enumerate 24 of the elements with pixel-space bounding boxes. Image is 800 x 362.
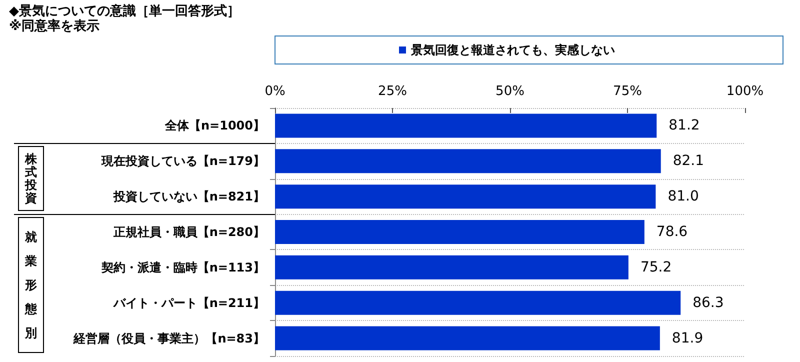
y-tick-label: バイト・パート【n=211】: [112, 296, 265, 310]
y-tick-label: 契約・派遣・臨時【n=113】: [100, 260, 265, 274]
y-tick-label: 経営層（役員・事業主）【n=83】: [72, 331, 265, 346]
data-label: 82.1: [672, 153, 704, 170]
y-tick-label: 現在投資している【n=179】: [100, 154, 265, 168]
data-label: 78.6: [656, 224, 688, 240]
x-tick-label: 75%: [613, 84, 642, 99]
text: 就業形態別: [24, 229, 38, 342]
data-label: 86.3: [692, 294, 724, 311]
data-label: 81.9: [672, 330, 704, 346]
data-label: 75.2: [640, 259, 672, 276]
legend-label: 景気回復と報道されても、実感しない: [410, 43, 615, 57]
text: ◆景気についての意識［単一回答形式］: [9, 3, 240, 19]
y-tick-label: 投資していない【n=821】: [112, 190, 265, 204]
data-label: 81.0: [668, 188, 699, 205]
x-tick-label: 100%: [726, 84, 764, 99]
text: 株式投資: [24, 152, 38, 205]
y-tick-label: 正規社員・職員【n=280】: [112, 225, 265, 239]
x-tick-label: 50%: [496, 84, 524, 99]
y-tick-label: 全体【n=1000】: [164, 118, 265, 133]
x-tick-label: 25%: [378, 84, 407, 99]
text: ※同意率を表示: [9, 18, 100, 34]
x-tick-label: 0%: [264, 84, 286, 99]
data-label: 81.2: [668, 118, 700, 134]
